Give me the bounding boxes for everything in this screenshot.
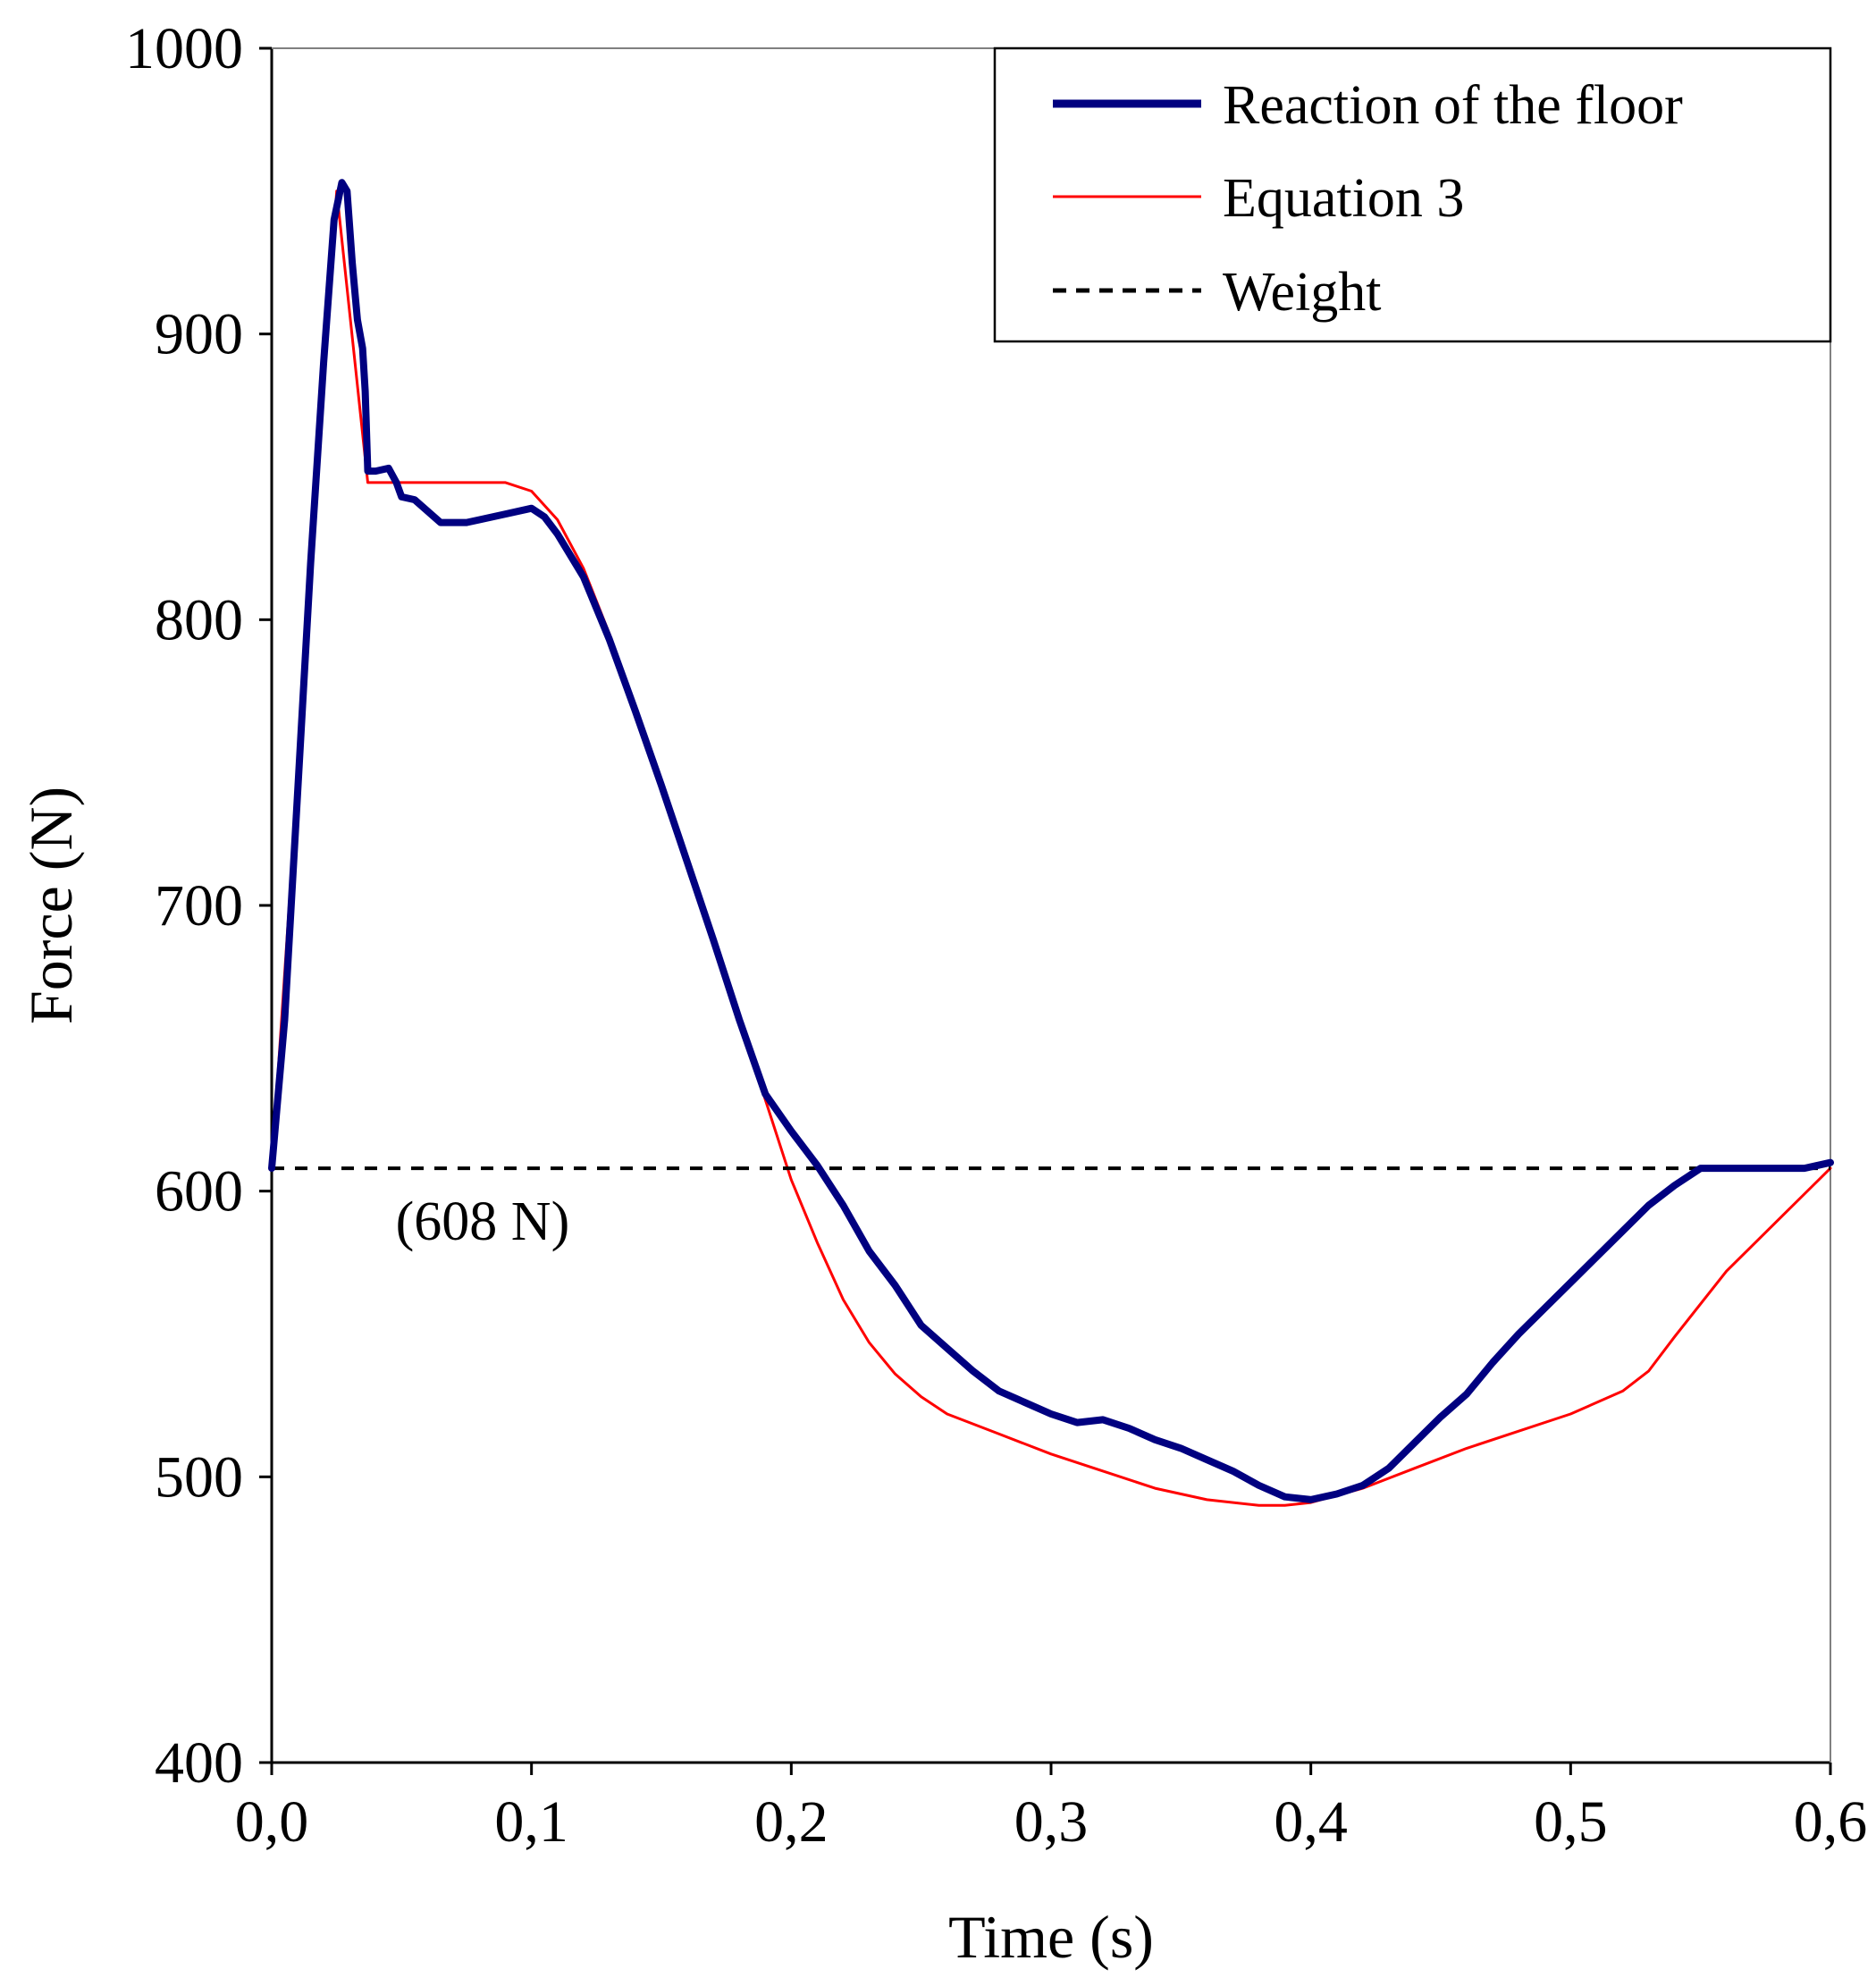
y-tick-label: 600 xyxy=(155,1159,243,1224)
x-tick-label: 0,5 xyxy=(1534,1789,1608,1855)
x-axis-title: Time (s) xyxy=(948,1903,1154,1971)
legend-label-reaction: Reaction of the floor xyxy=(1223,75,1683,136)
series-line-reaction-of-floor xyxy=(268,179,1834,1503)
y-tick-label: 900 xyxy=(155,302,243,367)
x-tick-label: 0,0 xyxy=(235,1789,309,1855)
x-tick-label: 0,3 xyxy=(1014,1789,1089,1855)
weight-annotation: (608 N) xyxy=(396,1191,570,1252)
y-tick-label: 1000 xyxy=(125,16,243,81)
y-axis-title: Force (N) xyxy=(17,787,85,1024)
legend-label-equation: Equation 3 xyxy=(1223,168,1464,229)
series-line-equation-3 xyxy=(270,189,1832,1507)
y-axis-ticks: 400 500 600 700 800 900 1000 xyxy=(125,16,272,1796)
x-tick-label: 0,4 xyxy=(1274,1789,1348,1855)
legend: Reaction of the floor Equation 3 Weight xyxy=(993,46,1832,343)
y-tick-label: 700 xyxy=(155,873,243,938)
x-tick-label: 0,2 xyxy=(754,1789,829,1855)
y-tick-label: 500 xyxy=(155,1444,243,1510)
y-tick-label: 800 xyxy=(155,587,243,652)
x-tick-label: 0,1 xyxy=(494,1789,568,1855)
x-axis-ticks: 0,0 0,1 0,2 0,3 0,4 0,5 0,6 xyxy=(235,1763,1868,1855)
legend-label-weight: Weight xyxy=(1223,262,1382,323)
x-tick-label: 0,6 xyxy=(1794,1789,1868,1855)
y-tick-label: 400 xyxy=(155,1730,243,1796)
series-layer xyxy=(268,179,1834,1507)
